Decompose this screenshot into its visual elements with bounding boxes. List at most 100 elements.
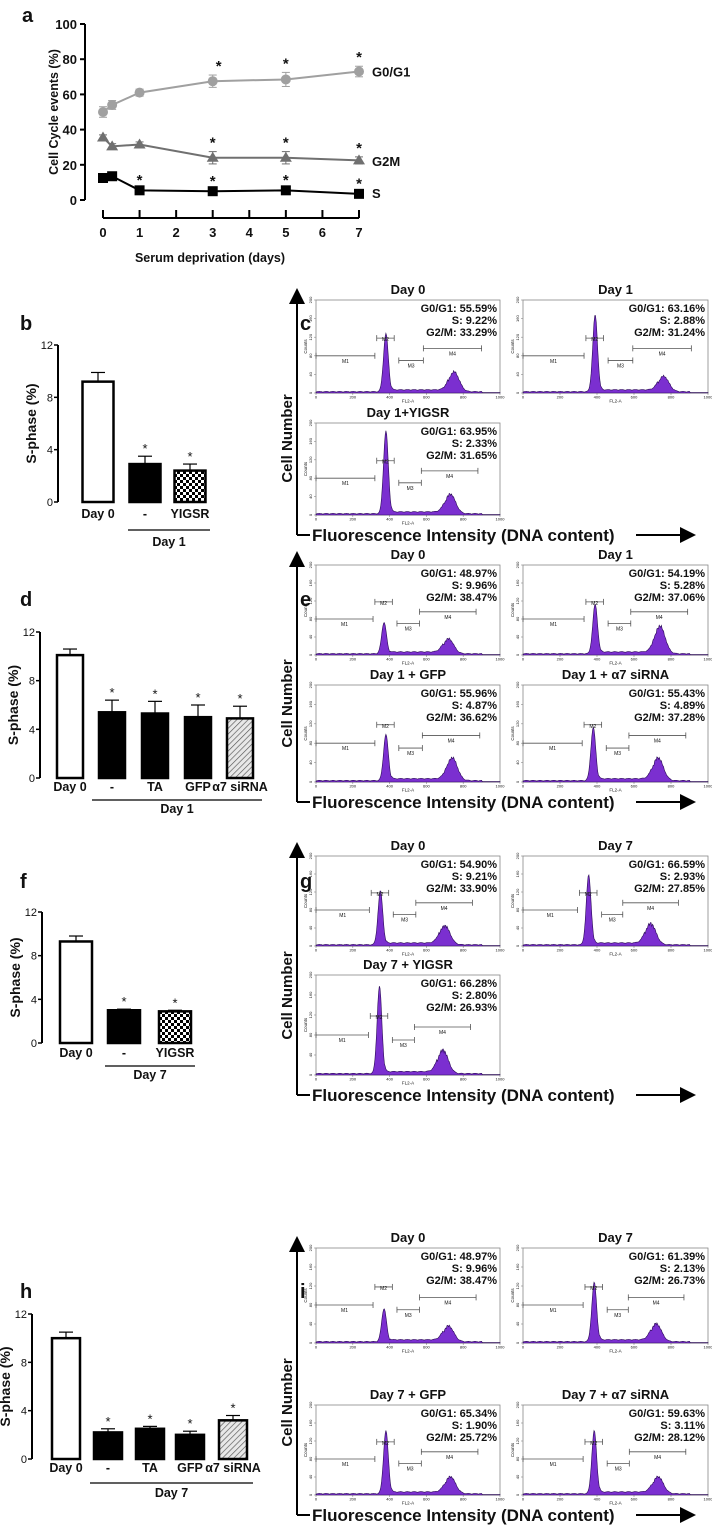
gate-marker-label: M2	[590, 1286, 597, 1292]
category-label: Day 0	[59, 1046, 92, 1060]
series-s: * * * * S	[98, 171, 381, 201]
x-tick-label: 800	[460, 657, 467, 662]
y-tick-label: 80	[63, 52, 77, 67]
counts-label: Counts	[510, 1288, 515, 1303]
gate-marker-label: M1	[550, 622, 557, 628]
data-point	[98, 107, 108, 117]
y-tick-label: 120	[515, 888, 520, 895]
series-label: G0/G1	[372, 65, 410, 80]
category-label: Day 0	[49, 1461, 82, 1475]
series-line	[102, 136, 360, 162]
significance-asterisk: *	[230, 1401, 235, 1416]
y-tick-label: 200	[515, 1244, 520, 1251]
y-tick-label: 160	[308, 579, 313, 586]
x-tick-label: 400	[594, 1345, 601, 1350]
x-tick-label: 200	[349, 657, 356, 662]
data-point	[280, 74, 291, 85]
counts-label: Counts	[510, 893, 515, 908]
dna-content-histogram	[522, 1281, 709, 1344]
y-tick-label: 200	[308, 561, 313, 568]
histogram-frame	[522, 1247, 709, 1344]
x-tick-label: 600	[423, 657, 430, 662]
x-tick-label: 200	[349, 395, 356, 400]
x-tick-label: 200	[349, 784, 356, 789]
histogram-title: Day 7	[598, 1230, 633, 1245]
bar-gfp	[174, 1433, 206, 1461]
x-tick-label: 600	[423, 784, 430, 789]
x-tick-label: 800	[460, 784, 467, 789]
gate-marker-label: M2	[382, 460, 389, 466]
bar-ta	[134, 1427, 166, 1461]
fl2a-label: FL2-A	[402, 1349, 414, 1354]
data-point	[134, 87, 145, 98]
y-axis-title: S-phase (%)	[7, 937, 23, 1017]
phase-percentage: S: 1.90%	[452, 1420, 497, 1432]
category-label: α7 siRNA	[205, 1461, 261, 1475]
gate-marker-label: M2	[376, 892, 383, 898]
y-tick-label: 160	[515, 700, 520, 707]
y-tick-label: 0	[308, 1341, 313, 1344]
x-tick-label: 400	[594, 784, 601, 789]
x-tick-label: 400	[386, 657, 393, 662]
y-tick-label: 80	[515, 740, 520, 745]
phase-percentage: G2/M: 27.85%	[634, 883, 705, 895]
significance-asterisk: *	[210, 135, 216, 152]
gate-marker-label: M4	[448, 738, 455, 744]
phase-percentage: S: 3.11%	[660, 1420, 705, 1432]
gate-marker-label: M4	[449, 351, 456, 357]
x-tick-label: 200	[557, 1345, 564, 1350]
bar-yigsr	[173, 469, 207, 504]
x-tick-label: 1000	[496, 1077, 506, 1082]
y-tick-label: 40	[515, 371, 520, 376]
y-tick-label: 0	[47, 497, 53, 509]
phase-percentage: G2/M: 36.62%	[426, 712, 497, 724]
gate-marker-label: M4	[444, 1300, 451, 1306]
x-tick-label: 400	[594, 395, 601, 400]
x-tick-label: 3	[209, 225, 216, 240]
panel-label-e: e	[300, 589, 311, 611]
counts-label: Counts	[303, 1288, 308, 1303]
phase-percentage: G2/M: 38.47%	[426, 592, 497, 604]
dna-content-histogram	[315, 890, 501, 947]
significance-asterisk: *	[356, 49, 362, 66]
x-tick-label: 200	[557, 657, 564, 662]
x-tick-label: 1000	[704, 948, 712, 953]
y-tick-label: 4	[29, 724, 35, 736]
x-tick-label: 1000	[496, 657, 506, 662]
bar-chart-f: 0 4 8 12 S-phase (%) Day 0 * - * YIGSR Day 7	[7, 907, 195, 1082]
dna-content-histogram	[315, 1430, 501, 1496]
y-tick-label: 40	[308, 494, 313, 499]
significance-asterisk: *	[109, 685, 114, 700]
gate-marker-label: M1	[342, 1462, 349, 1468]
data-point	[206, 151, 219, 162]
y-tick-label: 80	[515, 907, 520, 912]
gate-marker-label: M4	[653, 1300, 660, 1306]
phase-percentage: S: 5.28%	[660, 580, 705, 592]
y-tick-label: 80	[308, 353, 313, 358]
x-tick-label: 2	[173, 225, 180, 240]
cell-number-label: Cell Number	[279, 659, 296, 748]
phase-percentage: S: 9.96%	[452, 580, 497, 592]
phase-percentage: G2/M: 37.28%	[634, 712, 705, 724]
x-tick-label: 0	[522, 395, 525, 400]
phase-percentage: G0/G1: 48.97%	[421, 568, 498, 580]
x-tick-label: 200	[557, 1497, 564, 1502]
fl2a-label: FL2-A	[402, 788, 414, 793]
y-tick-label: 200	[308, 1401, 313, 1408]
phase-percentage: G0/G1: 61.39%	[629, 1251, 706, 1263]
counts-label: Counts	[510, 1442, 515, 1457]
x-tick-label: 400	[386, 948, 393, 953]
y-tick-label: 0	[21, 1454, 27, 1466]
x-tick-label: 600	[423, 1077, 430, 1082]
x-tick-label: 600	[631, 395, 638, 400]
gate-marker-label: M2	[382, 1441, 389, 1447]
category-label: YIGSR	[171, 507, 210, 521]
x-tick-label: 600	[423, 948, 430, 953]
fl2a-label: FL2-A	[609, 1349, 621, 1354]
flow-histogram: Day 7 0 40 80 120 160 200 0 200 400 600 800 1000 Coun…	[510, 1230, 712, 1354]
x-tick-label: 800	[460, 1345, 467, 1350]
y-tick-label: 0	[308, 780, 313, 783]
flow-histogram: Day 1 + α7 siRNA 0 40 80 120 160 200 0 200 400 600…	[510, 667, 712, 793]
gate-marker-label: M4	[656, 615, 663, 621]
phase-percentage: G2/M: 33.90%	[426, 883, 497, 895]
